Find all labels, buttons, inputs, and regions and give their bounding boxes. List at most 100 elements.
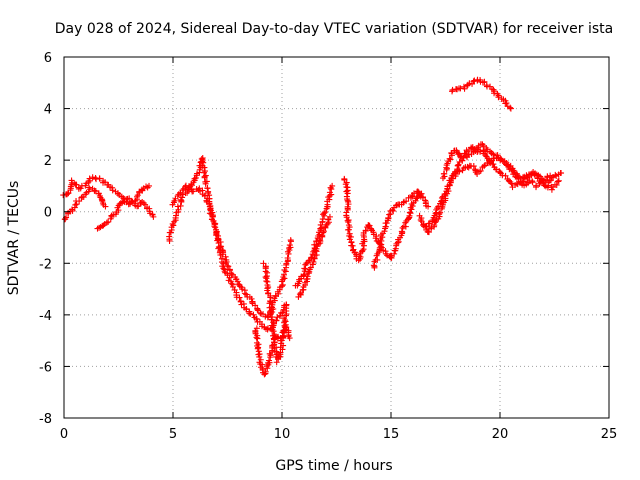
data-point xyxy=(311,255,318,262)
data-point xyxy=(326,213,333,220)
series-9 xyxy=(295,213,333,300)
x-tick-label: 20 xyxy=(492,427,509,442)
data-point xyxy=(109,187,116,194)
series-11 xyxy=(370,188,432,271)
data-point xyxy=(316,236,323,243)
data-point xyxy=(228,280,235,287)
data-point xyxy=(262,268,269,275)
data-point xyxy=(196,185,203,192)
data-point xyxy=(425,228,432,235)
series-4 xyxy=(166,155,290,333)
data-point xyxy=(226,267,233,274)
data-point xyxy=(509,167,516,174)
data-point xyxy=(185,185,192,192)
data-point xyxy=(208,211,215,218)
data-point xyxy=(407,210,414,217)
data-point xyxy=(544,173,551,180)
data-point xyxy=(102,203,109,210)
data-point xyxy=(177,202,184,209)
y-axis-label: SDTVAR / TECUs xyxy=(6,181,22,296)
data-point xyxy=(241,290,248,297)
data-point xyxy=(301,265,308,272)
data-point xyxy=(262,274,269,281)
data-point xyxy=(342,181,349,188)
data-point xyxy=(206,210,213,217)
data-point xyxy=(135,203,142,210)
gridlines xyxy=(64,57,609,418)
data-point xyxy=(273,359,280,366)
data-point xyxy=(234,278,241,285)
data-point xyxy=(250,311,257,318)
data-point xyxy=(555,177,562,184)
data-point xyxy=(278,340,285,347)
data-point xyxy=(507,178,514,185)
data-point xyxy=(270,328,277,335)
data-point xyxy=(493,166,500,173)
data-point xyxy=(279,309,286,316)
data-point xyxy=(529,179,536,186)
data-point xyxy=(282,318,289,325)
data-point xyxy=(405,215,412,222)
data-point xyxy=(461,85,468,92)
plot-frame xyxy=(63,56,610,419)
y-tick-label: 6 xyxy=(44,51,52,66)
data-point xyxy=(544,184,551,191)
y-tick-label: -2 xyxy=(39,257,52,272)
data-point xyxy=(214,237,221,244)
data-point xyxy=(277,313,284,320)
data-point xyxy=(296,291,303,298)
data-point xyxy=(386,211,393,218)
data-point xyxy=(317,238,324,245)
data-point xyxy=(237,298,244,305)
data-point xyxy=(377,241,384,248)
data-point xyxy=(220,265,227,272)
data-point xyxy=(356,253,363,260)
data-point xyxy=(202,180,209,187)
data-point xyxy=(455,161,462,168)
x-tick-label: 25 xyxy=(601,427,618,442)
data-point xyxy=(508,166,515,173)
data-point xyxy=(326,189,333,196)
data-point xyxy=(362,227,369,234)
data-point xyxy=(286,245,293,252)
data-point xyxy=(308,254,315,261)
data-point xyxy=(236,294,243,301)
data-point xyxy=(344,190,351,197)
data-point xyxy=(345,219,352,226)
data-point xyxy=(536,178,543,185)
data-point xyxy=(554,178,561,185)
data-point xyxy=(120,195,127,202)
data-point xyxy=(175,206,182,213)
data-point xyxy=(262,368,269,375)
data-point xyxy=(246,310,253,317)
data-point xyxy=(321,210,328,217)
data-point xyxy=(287,237,294,244)
x-axis-label: GPS time / hours xyxy=(275,458,392,474)
data-point xyxy=(300,272,307,279)
data-point xyxy=(280,327,287,334)
data-point xyxy=(438,194,445,201)
data-point xyxy=(370,262,377,269)
data-point xyxy=(225,263,232,270)
data-point xyxy=(355,257,362,264)
data-point xyxy=(466,80,473,87)
data-point xyxy=(322,209,329,216)
data-point xyxy=(403,198,410,205)
data-point xyxy=(329,182,336,189)
data-point xyxy=(422,223,429,230)
data-point xyxy=(398,228,405,235)
data-point xyxy=(502,172,509,179)
data-point xyxy=(73,201,80,208)
data-point xyxy=(105,218,112,225)
data-point xyxy=(447,156,454,163)
data-point xyxy=(420,222,427,229)
data-point xyxy=(325,219,332,226)
data-point xyxy=(495,94,502,101)
data-point xyxy=(328,186,335,193)
series-3 xyxy=(94,195,157,232)
data-point xyxy=(499,157,506,164)
data-point xyxy=(456,150,463,157)
data-point xyxy=(89,174,96,181)
data-point xyxy=(438,198,445,205)
